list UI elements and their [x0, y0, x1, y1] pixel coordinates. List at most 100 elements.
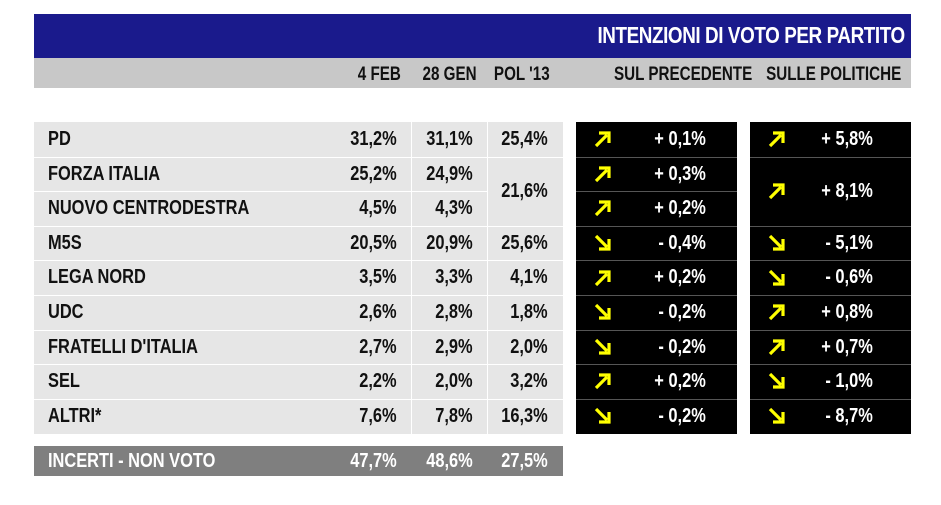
- value-pol-13: 2,0%: [510, 335, 548, 358]
- table-row: UDC 2,6% 2,8% 1,8%: [34, 295, 563, 329]
- undecided-pol-13: 27,5%: [501, 450, 548, 472]
- party-name: NUOVO CENTRODESTRA: [48, 197, 250, 220]
- party-name: M5S: [48, 231, 82, 254]
- delta-politics-value: + 0,8%: [821, 301, 873, 323]
- arrow-down-right-icon: [768, 234, 785, 251]
- row-separator: [34, 364, 563, 366]
- value-4-feb: 2,7%: [359, 335, 397, 358]
- delta-previous-panel: + 0,1% + 0,3% + 0,2% - 0,4% + 0,2% - 0,2% - 0,…: [576, 122, 737, 434]
- delta-politics-separator: [750, 295, 911, 296]
- delta-previous-separator: [576, 260, 737, 262]
- column-header-sul-precedente: SUL PRECEDENTE: [614, 64, 753, 85]
- party-name: LEGA NORD: [48, 266, 146, 289]
- arrow-down-right-icon: [594, 304, 611, 320]
- value-4-feb: 3,5%: [359, 266, 397, 289]
- delta-politics-separator: [750, 329, 911, 331]
- delta-politics-value: - 0,6%: [825, 266, 873, 289]
- column-header-28-gen: 28 GEN: [422, 64, 477, 85]
- delta-politics-value: + 0,7%: [821, 335, 873, 358]
- value-pol-13: 25,4%: [501, 128, 548, 150]
- value-4-feb: 2,2%: [359, 370, 397, 393]
- delta-politics-value: - 1,0%: [825, 370, 873, 393]
- arrow-down-right-icon: [768, 269, 785, 286]
- title-bar: INTENZIONI DI VOTO PER PARTITO: [34, 14, 911, 58]
- value-pol-13: 1,8%: [510, 301, 548, 323]
- value-28-gen: 3,3%: [435, 266, 473, 289]
- delta-previous-separator: [576, 191, 737, 193]
- value-pol-13: 25,6%: [501, 231, 548, 254]
- value-4-feb: 7,6%: [359, 404, 397, 427]
- delta-politics-value: + 5,8%: [821, 128, 873, 150]
- delta-politics-value: - 8,7%: [825, 404, 873, 427]
- arrow-up-right-icon: [594, 270, 611, 286]
- delta-previous-cell: + 0,2%: [576, 191, 737, 226]
- undecided-row: INCERTI - NON VOTO 47,7% 48,6% 27,5%: [34, 446, 563, 476]
- table-row: M5S 20,5% 20,9% 25,6%: [34, 226, 563, 260]
- column-header-pol-13: POL '13: [494, 64, 550, 85]
- delta-previous-cell: - 0,2%: [576, 295, 737, 330]
- delta-previous-value: - 0,2%: [658, 301, 706, 323]
- row-separator: [34, 191, 487, 193]
- row-separator: [34, 260, 563, 262]
- delta-politics-separator: [750, 156, 911, 158]
- row-separator: [34, 295, 563, 296]
- delta-politics-cell: + 0,8%: [750, 295, 911, 330]
- party-name: ALTRI*: [48, 404, 102, 427]
- arrow-up-right-icon: [768, 183, 785, 200]
- value-pol-13: 21,6%: [501, 179, 548, 202]
- row-separator: [34, 398, 563, 400]
- value-4-feb: 2,6%: [359, 301, 397, 323]
- undecided-label: INCERTI - NON VOTO: [48, 450, 216, 472]
- column-separator: [411, 122, 412, 434]
- value-4-feb: 4,5%: [359, 197, 397, 220]
- delta-previous-separator: [576, 295, 737, 296]
- value-28-gen: 24,9%: [426, 162, 473, 185]
- delta-previous-value: + 0,2%: [654, 197, 706, 220]
- delta-previous-cell: + 0,3%: [576, 157, 737, 192]
- party-name: SEL: [48, 370, 80, 393]
- table-row: SEL 2,2% 2,0% 3,2%: [34, 364, 563, 398]
- column-separator: [487, 122, 488, 434]
- delta-politics-cell: - 1,0%: [750, 364, 911, 399]
- value-pol-13: 4,1%: [510, 266, 548, 289]
- arrow-up-right-icon: [594, 131, 611, 148]
- row-separator: [34, 225, 563, 227]
- delta-previous-value: - 0,2%: [658, 335, 706, 358]
- delta-politics-separator: [750, 398, 911, 400]
- party-name: UDC: [48, 301, 84, 323]
- table-row: PD 31,2% 31,1% 25,4%: [34, 122, 563, 156]
- delta-politics-cell: - 0,6%: [750, 260, 911, 295]
- delta-previous-cell: - 0,2%: [576, 399, 737, 434]
- delta-politics-panel: + 5,8% + 8,1% - 5,1% - 0,6% + 0,8% + 0,7% - 1,…: [750, 122, 911, 434]
- delta-previous-value: + 0,1%: [654, 128, 706, 150]
- delta-politics-cell: + 0,7%: [750, 330, 911, 365]
- arrow-up-right-icon: [594, 373, 611, 390]
- arrow-up-right-icon: [768, 131, 785, 148]
- value-28-gen: 2,0%: [435, 370, 473, 393]
- value-28-gen: 31,1%: [426, 128, 473, 150]
- delta-politics-separator: [750, 225, 911, 227]
- delta-previous-value: - 0,2%: [658, 404, 706, 427]
- party-name: PD: [48, 128, 71, 150]
- arrow-down-right-icon: [594, 407, 611, 424]
- undecided-28-gen: 48,6%: [426, 450, 473, 472]
- arrow-up-right-icon: [594, 166, 611, 183]
- value-4-feb: 20,5%: [350, 231, 397, 254]
- delta-politics-separator: [750, 260, 911, 262]
- delta-previous-cell: - 0,2%: [576, 330, 737, 365]
- arrow-down-right-icon: [594, 234, 611, 251]
- delta-previous-value: + 0,3%: [654, 162, 706, 185]
- delta-previous-separator: [576, 364, 737, 366]
- column-header-sulle-politiche: SULLE POLITICHE: [766, 64, 902, 85]
- delta-politics-cell: - 8,7%: [750, 399, 911, 434]
- party-name: FORZA ITALIA: [48, 162, 161, 185]
- value-28-gen: 4,3%: [435, 197, 473, 220]
- delta-previous-value: + 0,2%: [654, 266, 706, 289]
- table-row: ALTRI* 7,6% 7,8% 16,3%: [34, 399, 563, 433]
- arrow-down-right-icon: [768, 373, 785, 390]
- party-name: FRATELLI D'ITALIA: [48, 335, 198, 358]
- value-pol-13: 3,2%: [510, 370, 548, 393]
- value-pol-13: 16,3%: [501, 404, 548, 427]
- delta-previous-cell: + 0,2%: [576, 364, 737, 399]
- delta-previous-value: + 0,2%: [654, 370, 706, 393]
